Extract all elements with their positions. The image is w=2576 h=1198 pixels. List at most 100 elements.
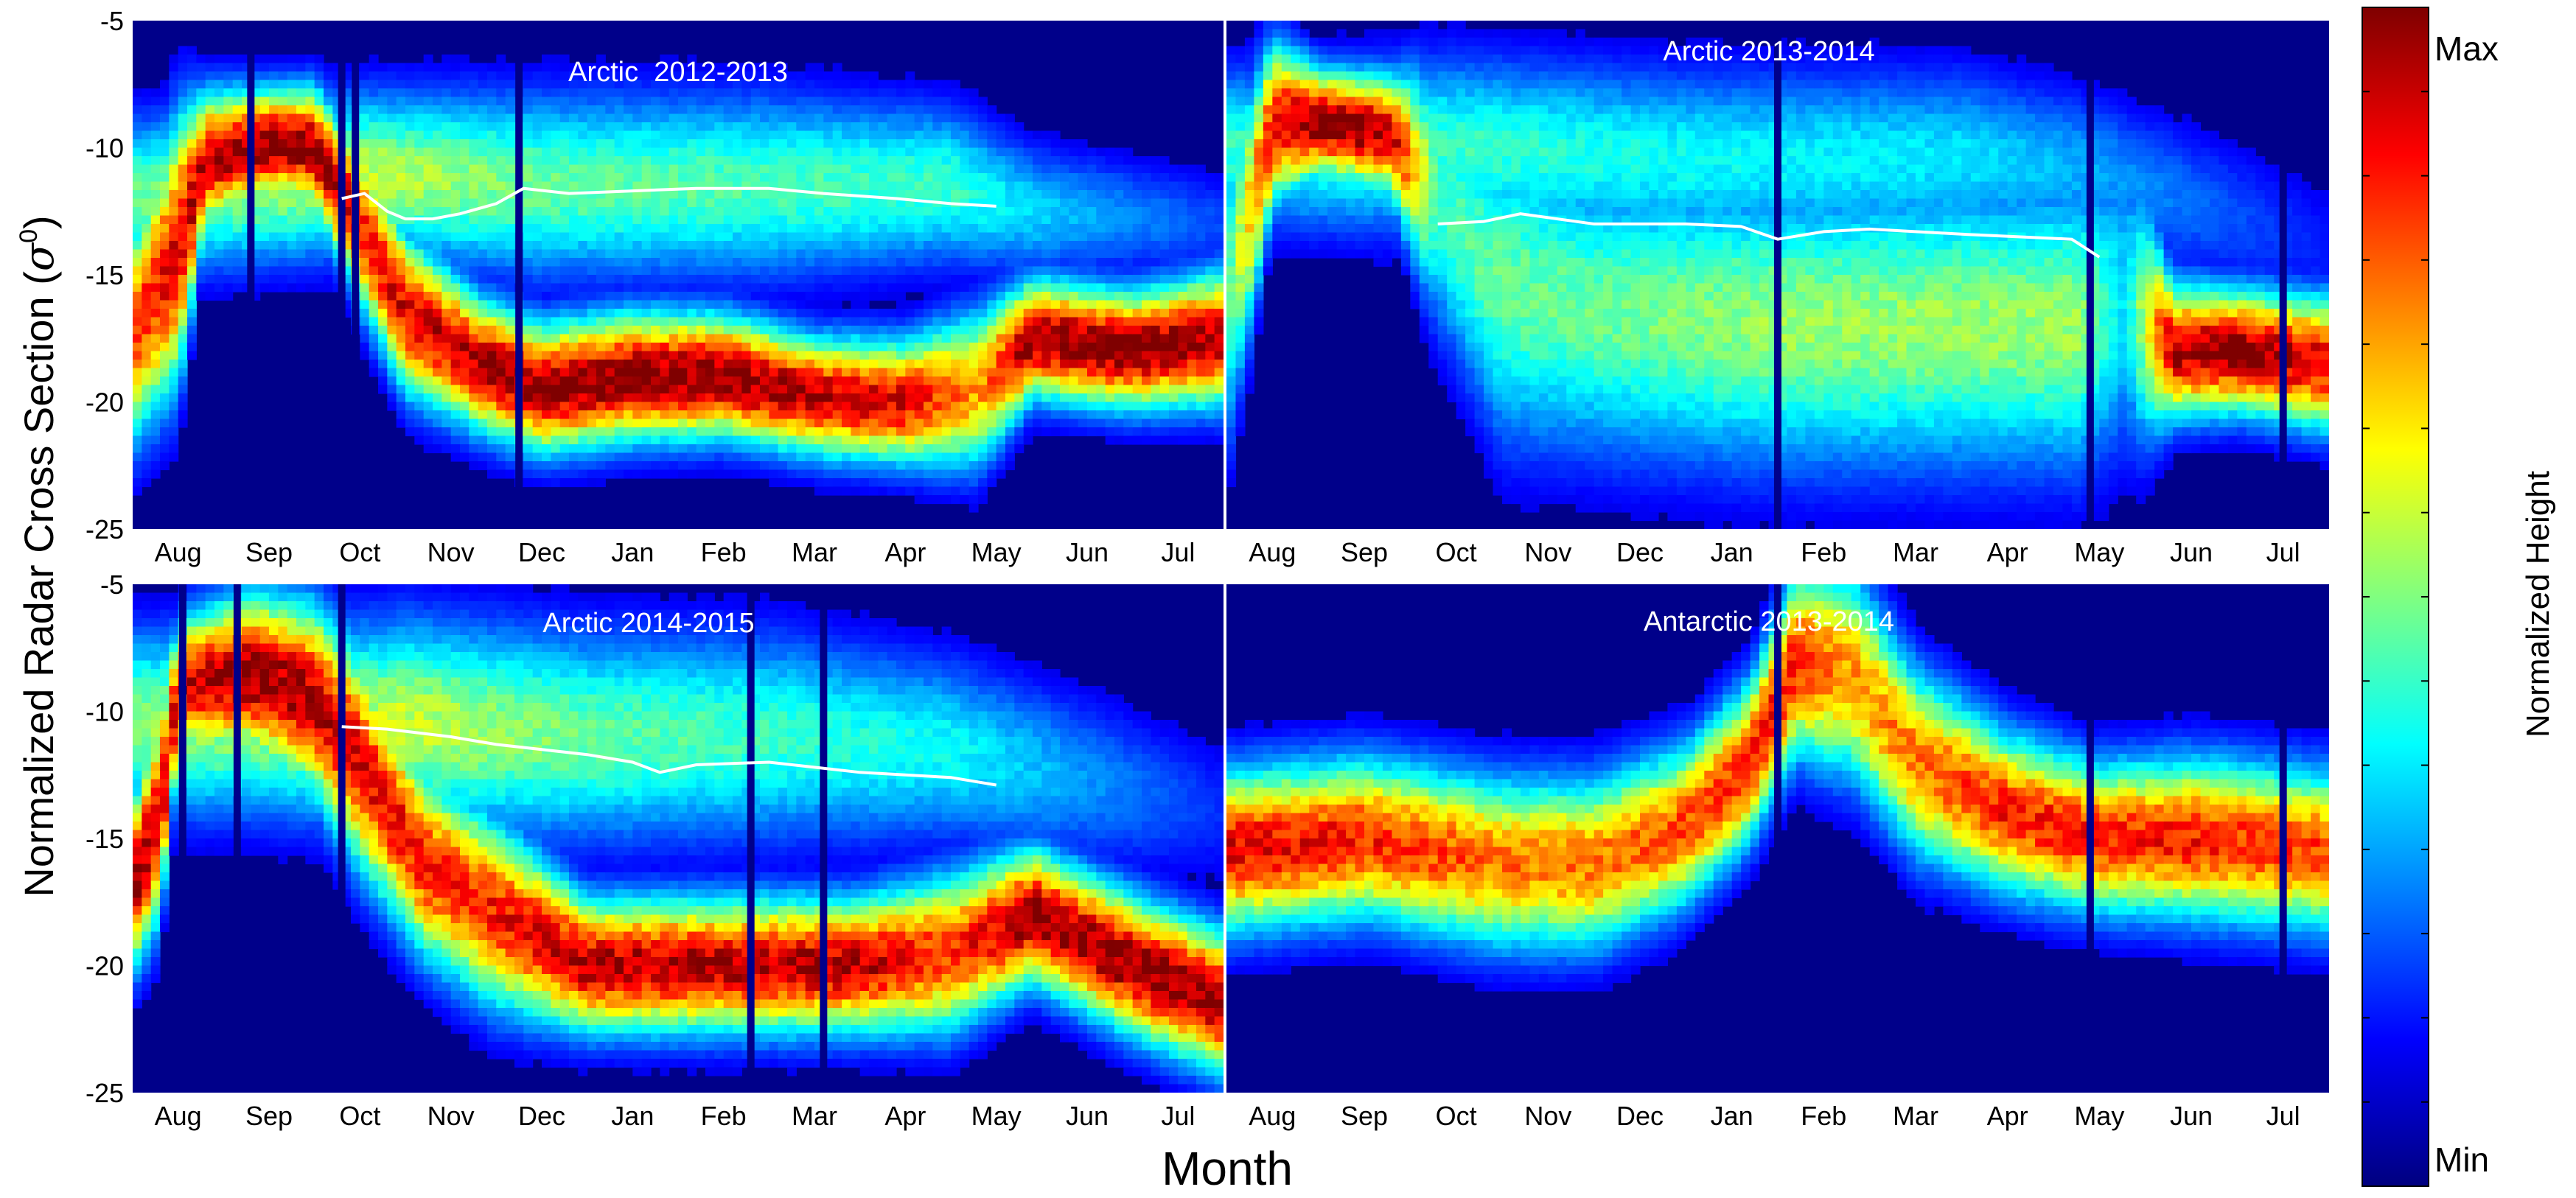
heatmap-cell [532,309,542,318]
heatmap-cell [842,173,851,183]
heatmap-cell [796,97,806,106]
heatmap-cell [460,80,470,89]
heatmap-cell [487,351,497,360]
heatmap-cell [605,173,615,183]
heatmap-cell [805,326,815,335]
heatmap-cell [378,275,388,284]
heatmap-cell [160,418,170,428]
heatmap-cell [1159,266,1170,276]
heatmap-cell [960,224,970,234]
heatmap-cell [951,385,960,394]
heatmap-cell [578,427,588,437]
heatmap-cell [569,292,579,301]
heatmap-cell [587,241,597,251]
heatmap-cell [641,88,652,98]
heatmap-cell [714,283,725,293]
heatmap-cell [478,232,488,242]
heatmap-cell [396,190,406,200]
heatmap-cell [924,122,933,132]
heatmap-cell [150,105,161,115]
heatmap-cell [687,147,697,157]
heatmap-cell [624,435,633,445]
heatmap-cell [187,147,197,157]
heatmap-cell [378,360,388,369]
heatmap-cell [214,173,224,183]
heatmap-cell [687,317,697,326]
heatmap-cell [196,139,206,149]
heatmap-cell [924,292,933,301]
heatmap-cell [914,164,924,174]
heatmap-cell [378,173,388,183]
heatmap-cell [741,258,752,267]
heatmap-cell [905,181,915,191]
heatmap-cell [160,241,170,251]
heatmap-cell [369,326,379,335]
heatmap-cell [750,402,761,411]
heatmap-cell [641,469,652,479]
heatmap-cell [669,469,679,479]
heatmap-cell [641,181,652,191]
heatmap-cell [842,385,851,394]
heatmap-cell [360,71,370,81]
heatmap-cell [596,55,606,64]
heatmap-cell [951,418,960,428]
heatmap-cell [324,258,333,267]
heatmap-cell [278,190,288,200]
heatmap-cell [178,292,188,301]
heatmap-cell [1096,300,1106,309]
heatmap-cell [814,444,824,454]
heatmap-cell [878,393,888,403]
heatmap-cell [369,97,379,106]
heatmap-cell [823,444,834,454]
heatmap-cell [169,173,179,183]
heatmap-cell [1142,343,1151,352]
heatmap-cell [487,360,497,369]
heatmap-cell [559,97,570,106]
heatmap-cell [805,147,815,157]
heatmap-cell [705,88,715,98]
heatmap-cell [905,80,915,89]
heatmap-cell [259,55,270,64]
heatmap-cell [705,173,715,183]
heatmap-cell [296,105,306,115]
heatmap-cell [723,63,733,72]
heatmap-cell [978,300,988,309]
heatmap-cell [641,258,652,267]
heatmap-cell [1159,410,1170,420]
heatmap-cell [196,232,206,242]
heatmap-cell [1050,385,1061,394]
heatmap-cell [805,207,815,217]
heatmap-cell [750,266,761,276]
heatmap-cell [887,147,897,157]
heatmap-cell [714,418,725,428]
heatmap-cell [814,224,824,234]
heatmap-cell [869,469,879,479]
heatmap-cell [532,266,542,276]
heatmap-cell [287,181,297,191]
heatmap-cell [542,368,551,377]
heatmap-cell [605,80,615,89]
heatmap-cell [142,317,152,326]
heatmap-cell [696,97,706,106]
heatmap-cell [214,283,224,293]
heatmap-cell [551,258,561,267]
heatmap-cell [687,156,697,166]
heatmap-cell [324,266,333,276]
heatmap-cell [205,156,215,166]
heatmap-cell [733,88,742,98]
heatmap-cell [1187,326,1197,335]
heatmap-cell [914,283,924,293]
heatmap-cell [142,105,152,115]
heatmap-cell [924,105,933,115]
heatmap-cell [259,241,270,251]
heatmap-cell [796,360,806,369]
heatmap-cell [441,309,452,318]
heatmap-cell [741,198,752,208]
heatmap-cell [523,292,534,301]
heatmap-cell [478,164,488,174]
heatmap-cell [978,173,988,183]
heatmap-cell [1041,317,1052,326]
heatmap-cell [305,130,315,140]
heatmap-cell [714,393,725,403]
heatmap-cell [324,113,333,123]
